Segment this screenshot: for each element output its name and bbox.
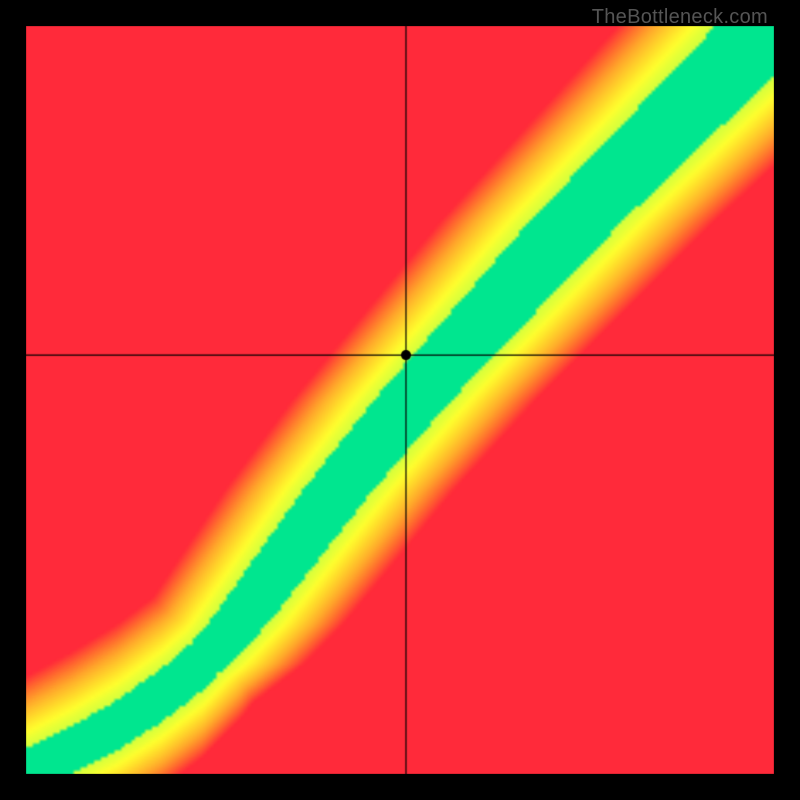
- chart-container: TheBottleneck.com: [0, 0, 800, 800]
- outer-frame: [0, 0, 800, 800]
- watermark-text: TheBottleneck.com: [592, 6, 768, 29]
